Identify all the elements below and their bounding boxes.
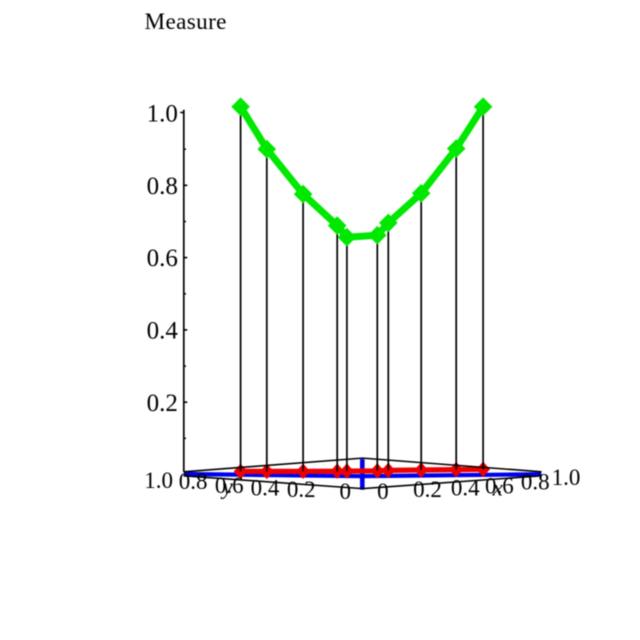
svg-text:0.6: 0.6 xyxy=(215,473,244,498)
svg-text:0.4: 0.4 xyxy=(451,476,480,501)
svg-text:0.8: 0.8 xyxy=(179,469,208,494)
svg-text:0.8: 0.8 xyxy=(147,173,178,200)
svg-text:y: y xyxy=(220,474,233,499)
svg-text:0.2: 0.2 xyxy=(147,390,178,417)
svg-text:0: 0 xyxy=(377,479,389,504)
svg-text:0.6: 0.6 xyxy=(485,474,514,499)
svg-text:0.6: 0.6 xyxy=(147,245,178,272)
svg-text:0.4: 0.4 xyxy=(147,318,179,345)
svg-text:x: x xyxy=(492,475,504,500)
svg-text:0.4: 0.4 xyxy=(251,476,280,501)
svg-text:0.2: 0.2 xyxy=(287,477,316,502)
svg-text:Measure: Measure xyxy=(145,9,227,35)
svg-text:1.0: 1.0 xyxy=(144,468,173,493)
svg-text:0.2: 0.2 xyxy=(413,477,442,502)
svg-text:1.0: 1.0 xyxy=(147,100,178,127)
svg-text:0: 0 xyxy=(339,479,351,504)
svg-text:0.8: 0.8 xyxy=(521,470,550,495)
svg-text:1.0: 1.0 xyxy=(552,465,581,490)
